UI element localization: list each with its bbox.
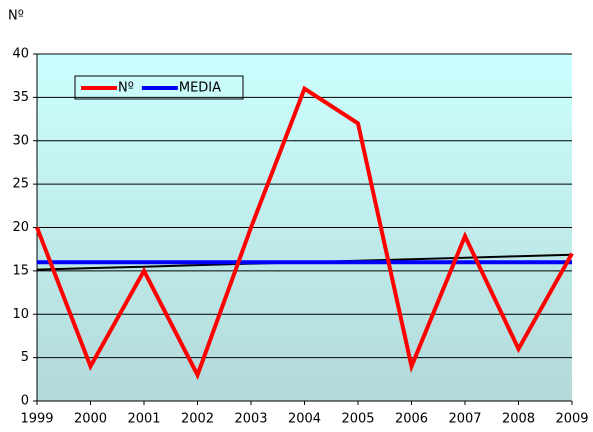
x-tick-label: 2005: [341, 412, 374, 427]
x-tick-label: 2003: [234, 412, 267, 427]
x-tick-label: 2007: [448, 412, 481, 427]
x-tick-label: 2002: [181, 412, 214, 427]
x-tick-label: 2009: [555, 412, 588, 427]
x-tick-label: 2000: [74, 412, 107, 427]
y-axis-label: Nº: [8, 9, 24, 24]
y-tick-label: 0: [21, 394, 29, 409]
y-tick-label: 15: [12, 263, 29, 278]
y-tick-label: 5: [21, 350, 29, 365]
y-tick-label: 20: [12, 220, 29, 235]
x-tick-label: 2001: [127, 412, 160, 427]
x-tick-label: 2008: [502, 412, 535, 427]
legend-label: MEDIA: [179, 81, 221, 96]
y-tick-label: 30: [12, 133, 29, 148]
y-tick-label: 25: [12, 177, 29, 192]
y-tick-label: 10: [12, 307, 29, 322]
line-series: [35, 85, 574, 380]
y-tick-label: 35: [12, 90, 29, 105]
x-tick-label: 2004: [288, 412, 321, 427]
y-tick-label: 40: [12, 47, 29, 62]
legend-label: Nº: [118, 81, 134, 96]
legend-box: [74, 75, 244, 100]
x-tick-label: 2006: [395, 412, 428, 427]
x-tick-label: 1999: [20, 412, 53, 427]
